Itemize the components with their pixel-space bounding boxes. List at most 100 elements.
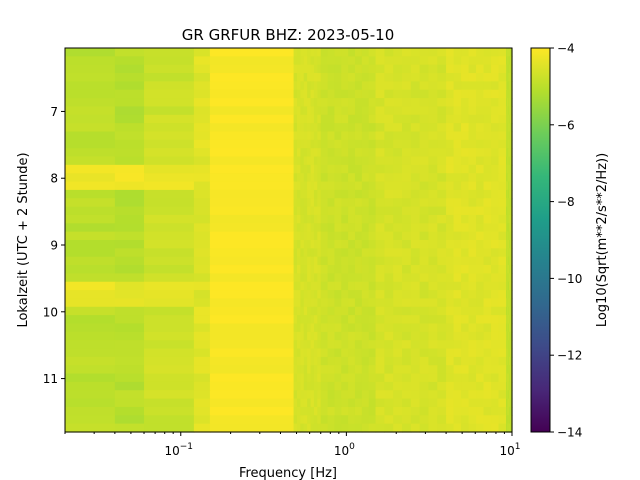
heatmap-cell bbox=[114, 189, 145, 199]
heatmap-cell bbox=[393, 331, 403, 341]
heatmap-cell bbox=[114, 148, 145, 158]
heatmap-cell bbox=[491, 98, 500, 108]
heatmap-cell bbox=[453, 164, 462, 174]
heatmap-cell bbox=[313, 365, 318, 375]
heatmap-cell bbox=[375, 340, 385, 350]
heatmap-cell bbox=[468, 365, 477, 375]
heatmap-cell bbox=[453, 365, 462, 375]
heatmap-cell bbox=[300, 139, 305, 149]
heatmap-cell bbox=[296, 298, 301, 308]
heatmap-cell bbox=[507, 181, 509, 191]
heatmap-cell bbox=[461, 315, 470, 325]
heatmap-cell bbox=[428, 365, 438, 375]
heatmap-cell bbox=[468, 315, 477, 325]
heatmap-cell bbox=[114, 173, 145, 183]
heatmap-cell bbox=[468, 298, 477, 308]
heatmap-cell bbox=[509, 390, 512, 400]
heatmap-cell bbox=[428, 156, 438, 166]
heatmap-cell bbox=[293, 306, 298, 316]
heatmap-cell bbox=[375, 56, 385, 66]
heatmap-cell bbox=[313, 390, 318, 400]
heatmap-cell bbox=[506, 256, 509, 266]
heatmap-cell bbox=[476, 256, 485, 266]
heatmap-cell bbox=[510, 381, 512, 391]
heatmap-cell bbox=[375, 390, 385, 400]
heatmap-cell bbox=[368, 265, 377, 274]
heatmap-cell bbox=[334, 356, 342, 366]
heatmap-cell bbox=[307, 306, 312, 316]
heatmap-cell bbox=[509, 240, 511, 249]
heatmap-cell bbox=[354, 248, 363, 258]
heatmap-cell bbox=[114, 81, 145, 91]
heatmap-cell bbox=[508, 406, 510, 416]
heatmap-cell bbox=[509, 398, 511, 408]
heatmap-cell bbox=[393, 106, 403, 116]
heatmap-cell bbox=[446, 189, 455, 199]
heatmap-cell bbox=[348, 406, 356, 416]
heatmap-cell bbox=[508, 373, 510, 383]
heatmap-cell bbox=[65, 256, 116, 266]
heatmap-cell bbox=[509, 381, 511, 391]
heatmap-cell bbox=[384, 89, 394, 99]
heatmap-cell bbox=[341, 173, 349, 183]
x-tick-label: 101 bbox=[499, 442, 520, 458]
heatmap-cell bbox=[361, 398, 370, 408]
heatmap-cell bbox=[461, 298, 470, 308]
heatmap-cell bbox=[310, 89, 315, 99]
heatmap-cell bbox=[307, 48, 312, 57]
heatmap-cell bbox=[446, 306, 455, 316]
heatmap-cell bbox=[320, 64, 329, 74]
heatmap-cell bbox=[354, 331, 363, 341]
heatmap-cell bbox=[354, 148, 363, 158]
heatmap-cell bbox=[446, 423, 455, 433]
heatmap-cell bbox=[209, 64, 295, 74]
heatmap-cell bbox=[453, 223, 462, 233]
heatmap-cell bbox=[327, 181, 336, 191]
heatmap-cell bbox=[354, 373, 363, 383]
heatmap-cell bbox=[209, 398, 295, 408]
heatmap-cell bbox=[65, 131, 116, 141]
heatmap-cell bbox=[310, 106, 315, 116]
heatmap-cell bbox=[348, 189, 356, 199]
heatmap-cell bbox=[193, 181, 211, 191]
heatmap-cell bbox=[393, 64, 403, 74]
heatmap-cell bbox=[114, 48, 145, 57]
heatmap-cell bbox=[317, 298, 322, 308]
heatmap-cell bbox=[446, 81, 455, 91]
heatmap-cell bbox=[498, 206, 507, 216]
heatmap-cell bbox=[393, 164, 403, 174]
heatmap-cell bbox=[507, 381, 509, 391]
heatmap-cell bbox=[114, 390, 145, 400]
heatmap-cell bbox=[65, 390, 116, 400]
heatmap-cell bbox=[368, 240, 377, 249]
heatmap-cell bbox=[317, 356, 322, 366]
heatmap-cell bbox=[428, 89, 438, 99]
heatmap-cell bbox=[410, 406, 421, 416]
heatmap-cell bbox=[334, 73, 342, 82]
heatmap-cell bbox=[506, 156, 508, 166]
heatmap-cell bbox=[453, 415, 462, 425]
heatmap-cell bbox=[507, 173, 509, 183]
heatmap-cell bbox=[300, 273, 305, 283]
heatmap-cell bbox=[313, 415, 318, 425]
heatmap-cell bbox=[483, 348, 492, 358]
heatmap-cell bbox=[508, 398, 510, 408]
heatmap-cell bbox=[446, 273, 455, 283]
heatmap-cell bbox=[334, 131, 342, 141]
heatmap-cell bbox=[510, 340, 512, 350]
heatmap-cell bbox=[361, 415, 370, 425]
heatmap-cell bbox=[300, 406, 305, 416]
heatmap-cell bbox=[65, 48, 116, 57]
heatmap-cell bbox=[509, 273, 512, 283]
heatmap-cell bbox=[506, 98, 508, 108]
heatmap-cell bbox=[368, 123, 377, 133]
heatmap-cell bbox=[348, 240, 356, 249]
heatmap-cell bbox=[193, 365, 211, 375]
heatmap-cell bbox=[317, 64, 322, 74]
heatmap-cell bbox=[393, 348, 403, 358]
heatmap-cell bbox=[402, 315, 412, 325]
heatmap-cell bbox=[334, 331, 342, 341]
heatmap-cell bbox=[65, 398, 116, 408]
heatmap-cell bbox=[498, 240, 507, 249]
